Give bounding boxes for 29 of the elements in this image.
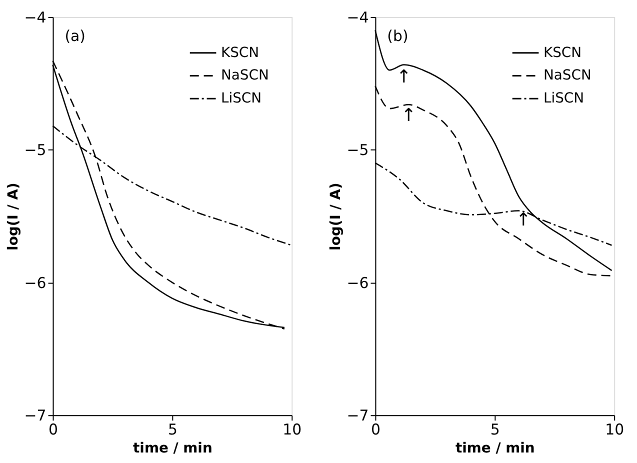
legend-label: LiSCN	[220, 90, 262, 107]
legend-label: KSCN	[543, 44, 582, 61]
y-tick-label: −7	[346, 406, 369, 425]
annotation: ↑	[396, 66, 412, 88]
y-tick-label: −4	[346, 8, 369, 26]
legend-label: NaSCN	[543, 68, 592, 84]
x-tick-label: 10	[605, 420, 624, 439]
x-tick-label: 5	[490, 420, 500, 439]
y-tick-label: −7	[24, 406, 46, 425]
x-tick-label: 0	[370, 420, 380, 439]
annotation: ↑	[401, 104, 416, 126]
annotation: (b)	[387, 26, 408, 45]
legend-label: NaSCN	[220, 68, 269, 84]
x-axis-title: time / min	[133, 440, 212, 456]
y-tick-label: −5	[24, 141, 46, 160]
y-tick-label: −6	[24, 274, 46, 292]
legend-label: LiSCN	[543, 90, 584, 107]
legend-label: KSCN	[220, 44, 260, 61]
annotation: ↑	[516, 210, 531, 231]
x-tick-label: 0	[48, 420, 58, 439]
y-tick-label: −6	[346, 274, 369, 292]
y-axis-title: log(I / A)	[328, 182, 344, 250]
x-axis-title: time / min	[455, 440, 535, 456]
y-tick-label: −4	[24, 8, 46, 26]
y-axis-title: log(I / A)	[5, 182, 22, 250]
x-tick-label: 5	[168, 420, 178, 439]
y-tick-label: −5	[346, 141, 369, 160]
x-tick-label: 10	[282, 420, 302, 439]
annotation: (a)	[64, 26, 86, 45]
